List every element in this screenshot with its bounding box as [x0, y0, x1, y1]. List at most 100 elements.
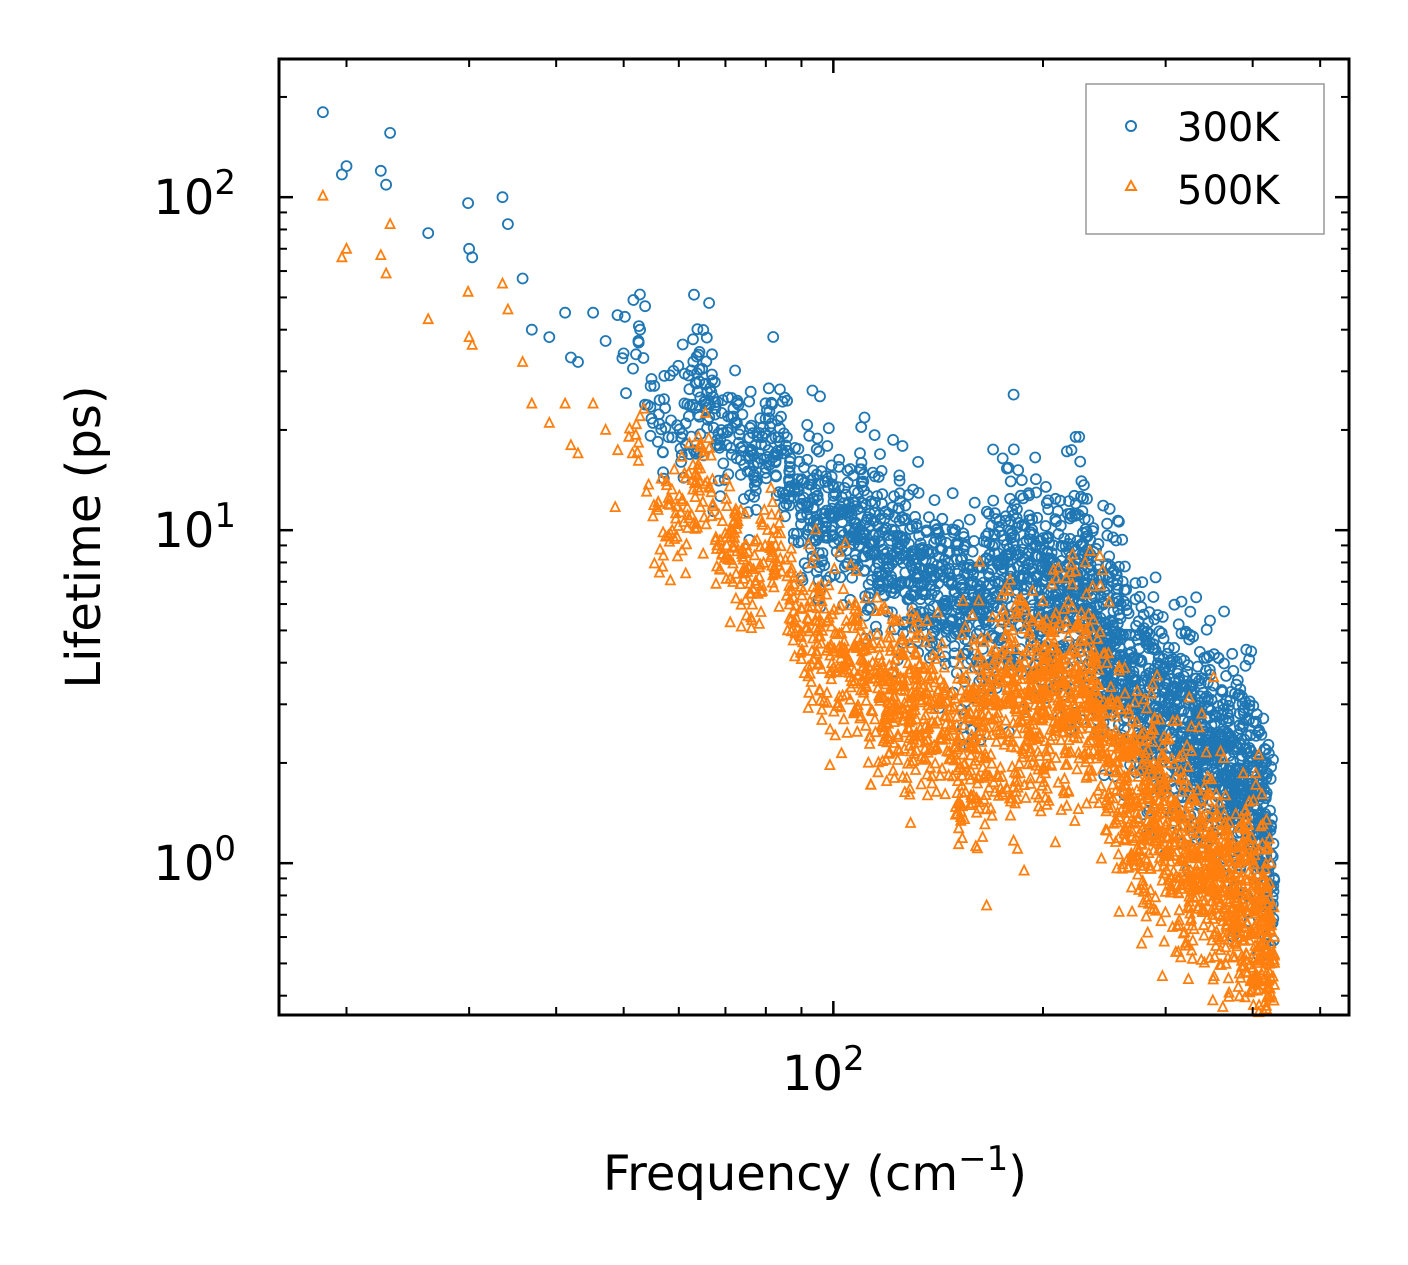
point-300k-cloud	[662, 431, 675, 444]
point-300k-cloud	[1017, 537, 1030, 549]
point-300k-cloud	[842, 509, 854, 522]
point-300k-cloud	[717, 457, 730, 470]
point-300k-cloud	[1168, 642, 1181, 654]
point-300k-cloud	[655, 423, 668, 436]
point-300k-cloud	[676, 338, 689, 351]
point-300k-cloud	[792, 443, 805, 455]
point-300k-cloud	[700, 331, 713, 344]
point-300k-cloud	[754, 412, 767, 425]
point-300k-cloud	[1204, 614, 1216, 627]
point-300k-cloud	[632, 336, 645, 349]
point-300k-cloud	[928, 494, 941, 507]
point-300k-cloud	[1026, 523, 1039, 536]
point-300k-cloud	[769, 456, 782, 469]
point-300k-cloud	[706, 348, 718, 361]
point-300k-cloud	[810, 443, 823, 456]
point-300k-cloud	[734, 441, 747, 454]
point-300k-cloud	[707, 421, 720, 434]
point-300k-cloud	[1187, 630, 1199, 643]
point-300k-cloud	[658, 393, 670, 406]
point-300k-cloud	[1172, 618, 1185, 631]
point-300k-cloud	[717, 427, 729, 440]
point-300k-cloud	[651, 435, 664, 448]
point-300k-cloud	[761, 450, 774, 463]
point-300k-cloud	[857, 475, 870, 488]
point-300k-cloud	[1040, 480, 1052, 493]
point-300k-cloud	[1101, 529, 1114, 542]
point-300k-cloud	[952, 519, 965, 531]
point-300k-cloud	[679, 417, 692, 430]
point-300k-cloud	[896, 440, 909, 452]
point-300k-cloud	[1140, 625, 1153, 638]
point-300k-cloud	[773, 435, 786, 448]
point-300k-cloud	[644, 380, 657, 392]
point-300k-cloud	[902, 488, 915, 501]
point-300k-cloud	[653, 394, 666, 407]
point-300k-cloud	[700, 355, 713, 368]
point-300k-cloud	[861, 603, 874, 616]
point-300k-cloud	[813, 445, 825, 458]
point-300k-cloud	[1250, 729, 1262, 742]
point-300k-cloud	[1184, 605, 1197, 618]
point-300k-cloud	[1097, 499, 1110, 512]
point-300k-cloud	[1125, 652, 1138, 665]
point-300k-cloud	[888, 490, 900, 503]
point-300k-cloud	[873, 566, 886, 578]
point-300k-cloud	[951, 553, 963, 566]
point-300k-cloud	[982, 507, 995, 520]
point-300k-cloud	[706, 368, 718, 381]
point-300k-cloud	[701, 422, 713, 434]
point-300k-cloud	[1029, 451, 1042, 464]
point-300k-cloud	[687, 333, 699, 346]
point-300k-cloud	[912, 455, 924, 468]
point-300k-cloud	[784, 460, 796, 473]
point-300k-cloud	[987, 494, 1000, 507]
point-300k-cloud	[611, 309, 624, 322]
data-points	[316, 106, 1281, 1018]
point-300k-cloud	[706, 374, 718, 387]
point-300k-cloud	[1239, 659, 1252, 672]
point-300k-cloud	[803, 429, 816, 442]
point-300k-cloud	[856, 550, 869, 563]
point-300k-cloud	[1073, 430, 1086, 443]
point-300k-cloud	[1131, 652, 1144, 665]
point-300k-cloud	[1007, 388, 1020, 401]
point-300k-cloud	[893, 487, 906, 500]
point-300k-cloud	[1203, 663, 1216, 676]
point-300k-cloud	[906, 520, 919, 533]
point-300k-cloud	[634, 288, 646, 301]
point-300k-cloud	[1191, 660, 1204, 673]
point-300k-cloud	[887, 433, 899, 446]
point-300k-cloud	[879, 505, 892, 518]
point-300k-cloud	[1140, 634, 1153, 647]
point-300k-cloud	[688, 288, 700, 301]
point-300k-cloud	[1110, 534, 1122, 547]
point-300k-cloud	[1226, 647, 1239, 660]
point-300k-cloud	[715, 406, 728, 419]
point-300k-cloud	[925, 563, 938, 575]
point-300k-cloud	[940, 603, 953, 616]
point-300k-cloud	[1031, 511, 1044, 524]
point-300k-cloud	[868, 429, 881, 442]
point-300k-cloud	[987, 443, 999, 456]
point-300k-cloud	[936, 512, 949, 525]
point-300k-cloud	[1168, 598, 1181, 611]
point-300k-cloud	[767, 331, 780, 343]
point-300k-cloud	[801, 453, 814, 466]
point-300k-cloud	[627, 362, 639, 375]
point-300k-cloud	[1004, 475, 1017, 488]
point-300k-cloud	[827, 489, 840, 502]
point-300k-cloud	[1030, 473, 1042, 486]
point-300k-cloud	[1118, 584, 1131, 596]
point-300k-cloud	[1240, 643, 1253, 656]
point-300k-cloud	[815, 465, 828, 478]
point-300k-cloud	[913, 529, 925, 542]
point-300k-cloud	[1155, 627, 1168, 639]
point-300k-cloud	[879, 567, 892, 579]
point-300k-cloud	[1146, 642, 1159, 655]
point-300k-cloud	[1120, 599, 1133, 611]
point-300k-cloud	[712, 474, 725, 487]
point-300k-cloud	[996, 452, 1009, 465]
point-300k-cloud	[644, 429, 657, 442]
